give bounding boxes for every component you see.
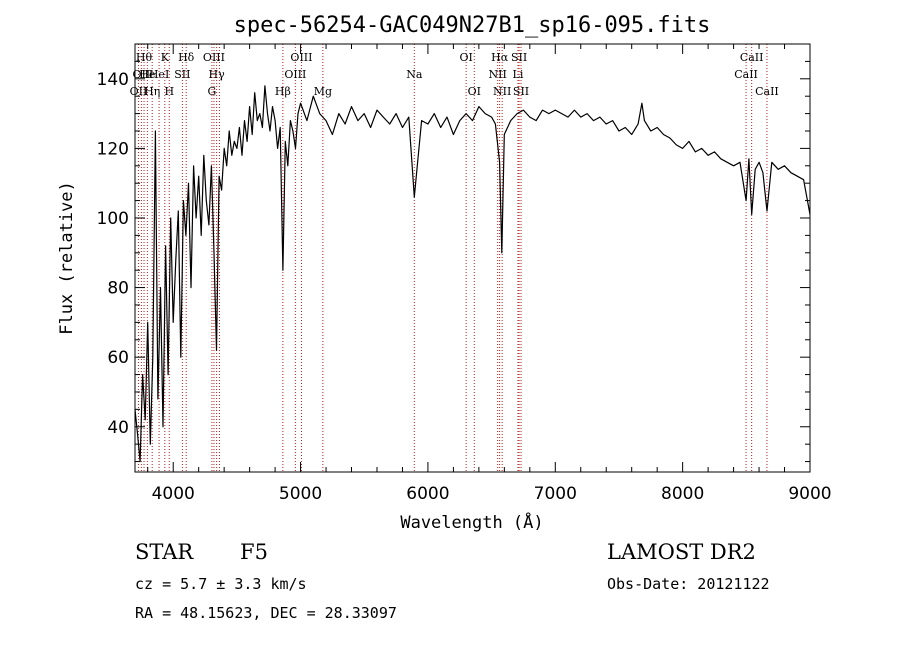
y-tick-label: 140 <box>97 70 129 90</box>
line-marker-label: Hδ <box>178 51 195 64</box>
x-axis-title: Wavelength (Å) <box>400 511 543 533</box>
object-subclass: F5 <box>240 540 268 564</box>
y-tick-label: 120 <box>97 139 129 159</box>
x-tick-label: 8000 <box>661 484 704 504</box>
line-marker-label: OIII <box>203 51 225 64</box>
x-tick-label: 5000 <box>279 484 322 504</box>
line-marker-label: Hγ <box>209 68 226 81</box>
x-tick-label: 9000 <box>788 484 831 504</box>
line-marker-label: CaII <box>755 85 779 98</box>
line-marker-label: Hα <box>491 51 509 64</box>
y-tick-label: 40 <box>107 418 129 438</box>
line-marker-label: G <box>208 85 217 98</box>
y-tick-label: 100 <box>97 209 129 229</box>
x-tick-label: 7000 <box>534 484 577 504</box>
line-marker-label: OII <box>133 68 151 81</box>
line-marker-label: NII <box>489 68 507 81</box>
obs-date: Obs-Date: 20121122 <box>607 575 770 593</box>
y-tick-label: 80 <box>107 279 129 299</box>
line-marker-label: CaII <box>734 68 758 81</box>
line-marker-label: OIII <box>290 51 312 64</box>
line-marker-label: Hη <box>144 85 160 98</box>
x-tick-label: 4000 <box>152 484 195 504</box>
line-marker-label: Hβ <box>275 85 291 98</box>
line-marker-label: K <box>161 51 170 64</box>
line-marker-labels: OIIOIIHθHeHηHeIKHSIIHδGOIIIHγHβOIIIOIIIM… <box>130 51 779 98</box>
y-axis: 40 60 80 100 120 140 <box>97 43 810 463</box>
line-marker-label: NII <box>493 85 511 98</box>
line-marker-label: SII <box>174 68 190 81</box>
object-class: STAR <box>135 540 194 564</box>
line-marker-label: CaII <box>740 51 764 64</box>
line-marker-label: HeI <box>149 68 169 81</box>
line-marker-label: SII <box>513 85 529 98</box>
line-marker-label: OI <box>468 85 481 98</box>
line-marker-label: SII <box>511 51 527 64</box>
survey-name: LAMOST DR2 <box>607 540 756 564</box>
y-tick-label: 60 <box>107 348 129 368</box>
line-marker-label: H <box>164 85 174 98</box>
line-marker-label: He <box>139 68 155 81</box>
line-marker-label: OII <box>130 85 148 98</box>
spectrum-line <box>134 85 811 463</box>
line-markers <box>137 44 768 472</box>
chart-title: spec-56254-GAC049N27B1_sp16-095.fits <box>234 13 711 38</box>
line-marker-label: Hθ <box>136 51 153 64</box>
x-axis: 4000 5000 6000 7000 8000 9000 <box>147 44 832 504</box>
line-marker-label: Na <box>406 68 423 81</box>
line-marker-label: OIII <box>284 68 306 81</box>
plot-frame <box>134 43 811 473</box>
line-marker-label: Mg <box>314 85 332 98</box>
line-marker-label: OI <box>459 51 472 64</box>
redshift-value: cz = 5.7 ± 3.3 km/s <box>135 575 307 593</box>
coordinates: RA = 48.15623, DEC = 28.33097 <box>135 604 397 622</box>
x-tick-label: 6000 <box>406 484 449 504</box>
y-axis-title: Flux (relative) <box>57 181 77 335</box>
line-marker-label: Li <box>513 68 524 81</box>
